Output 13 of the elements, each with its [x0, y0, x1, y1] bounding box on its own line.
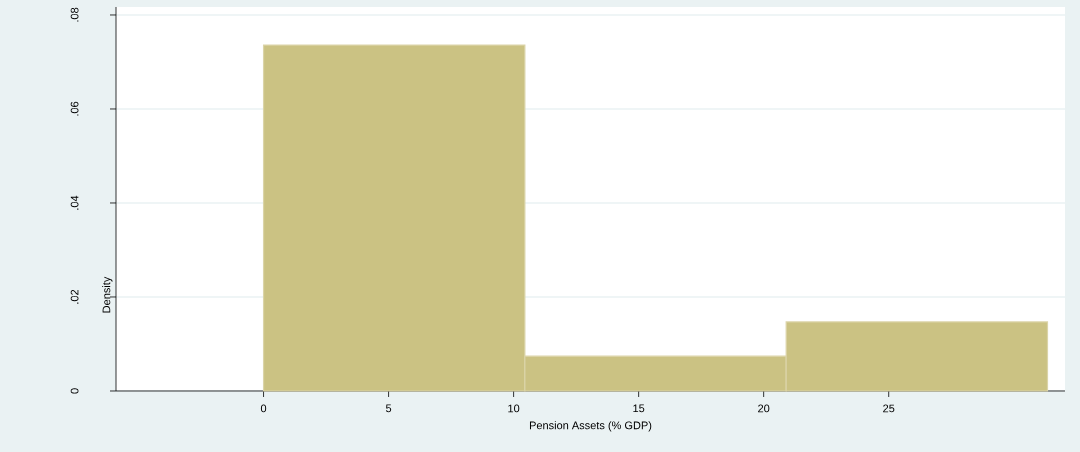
- y-tick-label: .06: [70, 101, 79, 116]
- y-tick-label: .08: [70, 7, 79, 22]
- y-tick-label: 0: [70, 388, 79, 394]
- x-tick-label: 15: [633, 404, 645, 413]
- y-tick-label: .04: [70, 195, 79, 210]
- y-tick-label: .02: [70, 289, 79, 304]
- y-axis-title: Density: [102, 276, 113, 313]
- x-tick-label: 25: [883, 404, 895, 413]
- x-axis-title: Pension Assets (% GDP): [529, 421, 652, 432]
- x-tick-label: 20: [758, 404, 770, 413]
- x-tick-label: 10: [508, 404, 520, 413]
- x-tick-label: 0: [260, 404, 267, 413]
- x-tick-label: 5: [385, 404, 392, 413]
